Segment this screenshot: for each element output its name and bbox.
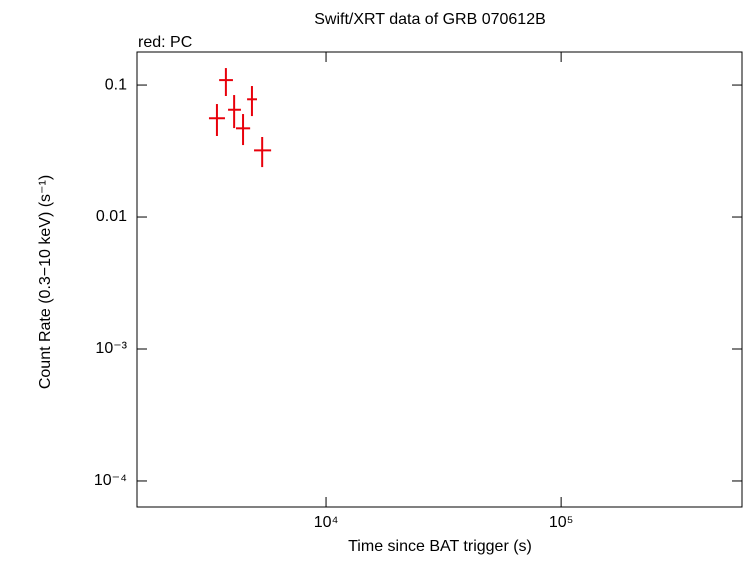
- y-axis-label: Count Rate (0.3−10 keV) (s⁻¹): [37, 175, 54, 389]
- x-tick-label: 10⁴: [314, 514, 339, 531]
- y-tick-label: 10⁻⁴: [94, 472, 127, 489]
- annotation: red: PC: [138, 34, 192, 51]
- y-tick-label: 10⁻³: [95, 340, 127, 357]
- x-tick-label: 10⁵: [549, 514, 573, 531]
- chart-title: Swift/XRT data of GRB 070612B: [314, 11, 546, 28]
- plot-frame: [136, 51, 743, 508]
- y-tick-label: 0.01: [96, 208, 127, 225]
- x-axis-label: Time since BAT trigger (s): [348, 538, 532, 555]
- y-tick-label: 0.1: [105, 76, 127, 93]
